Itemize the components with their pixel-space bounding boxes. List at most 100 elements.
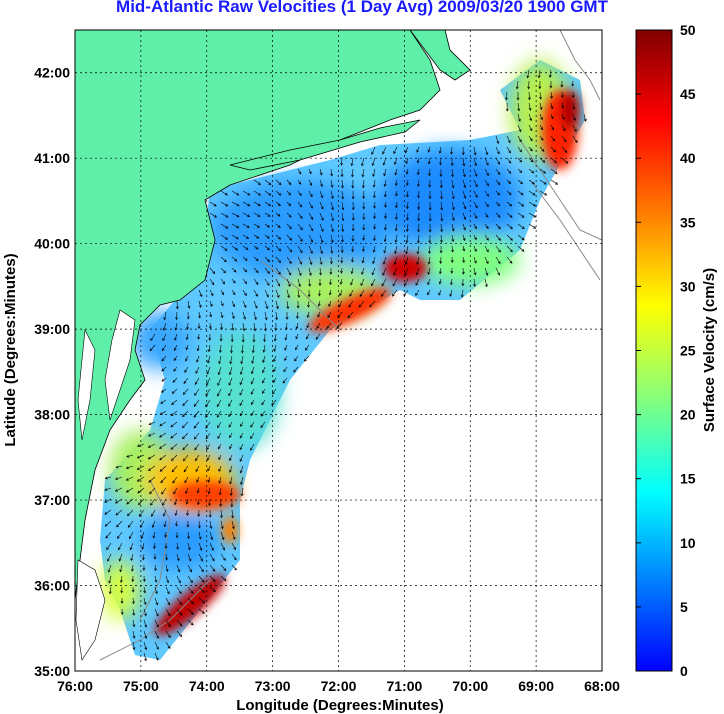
velocity-arrow bbox=[308, 278, 312, 287]
velocity-arrow bbox=[228, 421, 233, 428]
velocity-arrow bbox=[196, 476, 200, 483]
velocity-arrow bbox=[550, 179, 559, 185]
velocity-arrow bbox=[182, 454, 189, 462]
velocity-arrow bbox=[132, 641, 136, 651]
velocity-arrow bbox=[528, 124, 533, 132]
colorbar-tick-label: 10 bbox=[680, 535, 696, 551]
velocity-arrow bbox=[381, 278, 387, 287]
velocity-arrow bbox=[264, 300, 269, 310]
velocity-arrow bbox=[527, 80, 531, 90]
plot-frame bbox=[74, 29, 603, 672]
velocity-arrow bbox=[229, 465, 233, 473]
velocity-arrow bbox=[495, 135, 500, 145]
velocity-arrow bbox=[143, 630, 148, 640]
velocity-arrow bbox=[528, 168, 535, 174]
velocity-arrow bbox=[319, 223, 324, 232]
velocity-arrow bbox=[218, 465, 222, 472]
velocity-arrow bbox=[127, 520, 134, 528]
velocity-arrow bbox=[209, 311, 213, 318]
velocity-arrow bbox=[193, 421, 200, 429]
velocity-arrow bbox=[440, 201, 444, 211]
velocity-arrow bbox=[209, 564, 216, 572]
velocity-arrow bbox=[505, 102, 509, 112]
velocity-arrow bbox=[250, 399, 255, 406]
velocity-arrow bbox=[264, 234, 270, 239]
velocity-arrow bbox=[208, 322, 212, 330]
velocity-arrow bbox=[197, 333, 201, 340]
velocity-arrow bbox=[264, 311, 268, 321]
velocity-arrow bbox=[115, 476, 123, 480]
velocity-arrow bbox=[295, 333, 299, 340]
velocity-arrow bbox=[149, 344, 156, 352]
velocity-arrow bbox=[104, 509, 112, 515]
velocity-arrow bbox=[170, 454, 178, 462]
y-axis-ticks: 42:00 41:00 40:00 39:00 38:00 37:00 36:00 35:00 bbox=[34, 65, 70, 679]
velocity-arrow bbox=[198, 542, 203, 551]
velocity-arrow bbox=[517, 135, 522, 143]
velocity-arrow bbox=[286, 223, 292, 230]
velocity-arrow bbox=[517, 113, 521, 122]
velocity-arrow bbox=[165, 641, 171, 649]
velocity-arrow bbox=[473, 278, 477, 288]
velocity-arrow bbox=[220, 553, 226, 561]
velocity-arrow bbox=[286, 234, 293, 241]
velocity-arrow bbox=[450, 146, 454, 155]
velocity-arrow bbox=[106, 542, 112, 551]
velocity-arrow bbox=[417, 223, 421, 233]
velocity-arrow bbox=[539, 168, 547, 174]
velocity-arrow bbox=[149, 487, 156, 495]
velocity-arrow bbox=[405, 179, 409, 186]
velocity-arrow bbox=[272, 388, 277, 395]
velocity-arrow bbox=[207, 476, 211, 483]
velocity-arrow bbox=[165, 608, 171, 617]
velocity-arrow bbox=[171, 388, 178, 394]
velocity-arrow bbox=[207, 465, 211, 472]
velocity-arrow bbox=[154, 608, 159, 617]
velocity-arrow bbox=[319, 168, 323, 176]
velocity-arrow bbox=[187, 619, 194, 626]
colorbar-tick-label: 50 bbox=[680, 22, 696, 38]
velocity-arrow bbox=[382, 146, 387, 155]
velocity-arrow bbox=[286, 245, 292, 253]
velocity-arrow bbox=[142, 575, 146, 583]
velocity-arrow bbox=[161, 487, 167, 495]
x-tick-label: 76:00 bbox=[57, 678, 93, 694]
velocity-arrow bbox=[242, 223, 250, 228]
velocity-arrow bbox=[462, 223, 466, 231]
velocity-arrow bbox=[340, 179, 344, 189]
velocity-arrow bbox=[275, 223, 281, 229]
velocity-arrow bbox=[163, 520, 167, 528]
velocity-arrow bbox=[358, 300, 365, 308]
velocity-arrow bbox=[231, 553, 237, 561]
velocity-arrows bbox=[104, 69, 587, 662]
velocity-arrow bbox=[506, 223, 513, 230]
velocity-arrow bbox=[286, 300, 290, 310]
velocity-arrow bbox=[275, 212, 281, 217]
velocity-arrow bbox=[395, 212, 398, 220]
velocity-arrow bbox=[220, 256, 227, 263]
velocity-arrow bbox=[253, 289, 258, 297]
velocity-arrow bbox=[340, 267, 344, 274]
x-tick-label: 68:00 bbox=[584, 678, 620, 694]
y-tick-label: 35:00 bbox=[34, 663, 70, 679]
velocity-arrow bbox=[176, 575, 181, 584]
velocity-arrow bbox=[242, 201, 251, 207]
velocity-arrow bbox=[341, 223, 345, 233]
velocity-arrow bbox=[273, 344, 277, 352]
velocity-arrow bbox=[162, 333, 167, 342]
colorbar bbox=[635, 29, 673, 672]
velocity-arrow bbox=[328, 300, 332, 307]
velocity-arrow bbox=[505, 91, 508, 101]
velocity-arrow bbox=[382, 267, 387, 276]
velocity-arrow bbox=[229, 487, 233, 497]
velocity-arrow bbox=[187, 564, 192, 573]
velocity-arrow bbox=[275, 256, 282, 264]
velocity-arrow bbox=[239, 454, 244, 462]
velocity-arrow bbox=[231, 201, 240, 207]
velocity-arrow bbox=[206, 454, 211, 461]
velocity-arrow bbox=[193, 432, 200, 440]
velocity-arrow bbox=[391, 289, 398, 297]
velocity-arrow bbox=[330, 223, 334, 233]
velocity-arrow bbox=[319, 190, 324, 199]
velocity-arrow bbox=[572, 113, 576, 122]
